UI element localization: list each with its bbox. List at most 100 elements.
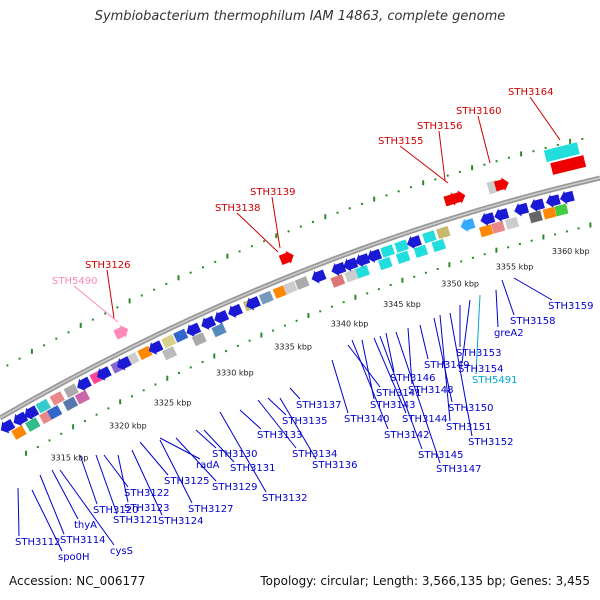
gene-label[interactable]: STH3137 [296,400,341,411]
gene-label[interactable]: STH5491 [472,375,517,386]
track-dot [544,147,547,149]
gene-label[interactable]: spo0H [58,552,90,563]
track-dot [225,350,228,353]
kbp-tick-label: 3330 kbp [216,369,254,378]
track-dot [336,211,339,214]
gene-label[interactable]: STH3145 [418,450,463,461]
track-dot [366,292,369,295]
gene-label[interactable]: STH3149 [424,360,469,371]
gene-label[interactable]: STH3159 [548,301,593,312]
gene-feature [343,257,359,272]
gene-label[interactable]: STH3139 [250,187,295,198]
gene-label[interactable]: STH3144 [402,414,447,425]
track-dot [263,240,266,243]
track-dot [565,230,568,233]
track-dot [401,277,404,283]
gene-label[interactable]: STH3126 [85,260,130,271]
gene-feature [201,315,217,331]
gene-label[interactable]: STH3156 [417,121,462,132]
gene-feature [161,346,178,361]
callout-line [379,335,423,450]
track-dot [30,348,33,354]
gene-label[interactable]: cysS [110,546,133,557]
gene-label[interactable]: STH3134 [292,449,337,460]
gene-label[interactable]: STH3151 [446,422,491,433]
gene-label[interactable]: STH3155 [378,136,423,147]
gene-label[interactable]: radA [196,460,220,471]
gene-label[interactable]: STH3143 [370,400,415,411]
gene-label[interactable]: STH3114 [60,535,105,546]
track-dot [385,194,388,197]
gene-label[interactable]: STH3124 [158,516,203,527]
kbp-tick-label: 3350 kbp [441,280,479,289]
gene-feature [395,250,411,264]
track-dot [520,151,523,157]
gene-label[interactable]: STH3147 [436,464,481,475]
gene-label[interactable]: STH3135 [282,416,327,427]
gene-label[interactable]: STH3120 [93,505,138,516]
gene-label[interactable]: STH3122 [124,488,169,499]
gene-label[interactable]: STH3158 [510,316,555,327]
callout-line [159,439,193,504]
gene-label[interactable]: STH3121 [113,515,158,526]
gene-label[interactable]: STH3138 [215,203,260,214]
gene-feature [554,203,569,217]
gene-label[interactable]: STH3129 [212,482,257,493]
gene-label[interactable]: STH3142 [384,430,429,441]
gene-label[interactable]: STH3148 [408,385,453,396]
track-dot [312,220,314,223]
track-dot [361,202,363,205]
callout-line [159,437,201,460]
track-dot [189,366,192,369]
gene-label[interactable]: STH3112 [15,537,60,548]
gene-feature [13,411,29,426]
gene-feature [543,142,580,163]
gene-label[interactable]: STH3136 [312,460,357,471]
gene-label[interactable]: STH5490 [52,276,97,287]
gene-label[interactable]: thyA [74,520,97,531]
gene-label[interactable]: STH3154 [458,364,503,375]
gene-label[interactable]: STH3130 [212,449,257,460]
map-title: Symbiobacterium thermophilum IAM 14863, … [94,9,506,24]
track-dot [495,247,498,253]
gene-label[interactable]: STH3153 [456,348,501,359]
gene-feature [480,212,496,227]
gene-label[interactable]: STH3140 [344,414,389,425]
callout-line [385,332,395,373]
gene-feature [367,248,383,263]
track-dot [140,294,143,297]
track-dot [319,310,322,313]
gene-label[interactable]: STH3160 [456,106,501,117]
callout-line [438,130,446,181]
callout-line [347,344,381,388]
gene-feature [394,239,409,253]
callout-line [73,285,119,323]
gene-label[interactable]: STH3125 [164,476,209,487]
track-dot [236,344,239,347]
track-dot [60,432,63,435]
track-dot [460,260,463,263]
gene-label[interactable]: STH3146 [390,373,435,384]
track-dot [330,305,333,308]
gene-label[interactable]: STH3141 [376,388,421,399]
gene-label[interactable]: STH3133 [257,430,302,441]
gene-feature [173,328,189,343]
inner-dot-track [25,222,592,456]
gene-label[interactable]: STH3164 [508,87,553,98]
gene-feature [460,218,476,232]
gene-label[interactable]: STH3127 [188,504,233,515]
callout-line [51,469,79,520]
callout-line [106,269,115,319]
gene-label[interactable]: STH3131 [230,463,275,474]
callout-line [257,399,297,449]
kbp-tick-label: 3340 kbp [331,320,369,329]
gene-label[interactable]: STH3132 [262,493,307,504]
track-dot [248,339,251,342]
track-dot [43,344,46,347]
gene-label[interactable]: STH3123 [124,503,169,514]
gene-label[interactable]: STH3152 [468,437,513,448]
gene-label[interactable]: STH3150 [448,403,493,414]
track-dot [83,420,86,422]
gene-label[interactable]: greA2 [494,328,524,339]
